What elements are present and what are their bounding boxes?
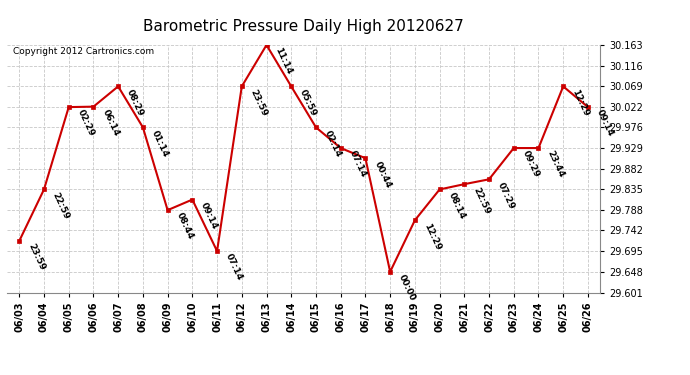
Text: 22:59: 22:59 xyxy=(51,191,71,221)
Text: 01:14: 01:14 xyxy=(150,129,170,159)
Text: 07:29: 07:29 xyxy=(496,181,516,211)
Text: 00:00: 00:00 xyxy=(397,273,417,303)
Text: Copyright 2012 Cartronics.com: Copyright 2012 Cartronics.com xyxy=(13,48,154,57)
Text: 07:14: 07:14 xyxy=(224,252,244,282)
Text: 23:44: 23:44 xyxy=(545,150,566,179)
Text: 09:29: 09:29 xyxy=(521,150,541,179)
Text: 12:29: 12:29 xyxy=(570,88,591,118)
Text: 06:14: 06:14 xyxy=(100,108,121,138)
Text: 08:29: 08:29 xyxy=(125,88,146,117)
Text: 02:29: 02:29 xyxy=(76,108,96,138)
Text: 08:14: 08:14 xyxy=(446,191,467,220)
Text: 23:59: 23:59 xyxy=(248,88,269,118)
Text: 22:59: 22:59 xyxy=(471,186,491,215)
Text: 00:44: 00:44 xyxy=(373,160,393,189)
Text: 23:59: 23:59 xyxy=(26,242,46,272)
Text: 11:14: 11:14 xyxy=(273,46,294,76)
Text: 09:14: 09:14 xyxy=(595,108,615,138)
Text: 05:59: 05:59 xyxy=(298,88,319,117)
Text: 07:14: 07:14 xyxy=(348,150,368,179)
Text: 08:44: 08:44 xyxy=(175,211,195,242)
Text: Barometric Pressure Daily High 20120627: Barometric Pressure Daily High 20120627 xyxy=(144,19,464,34)
Text: 02:14: 02:14 xyxy=(323,129,343,159)
Text: 09:14: 09:14 xyxy=(199,201,219,231)
Text: 12:29: 12:29 xyxy=(422,222,442,252)
